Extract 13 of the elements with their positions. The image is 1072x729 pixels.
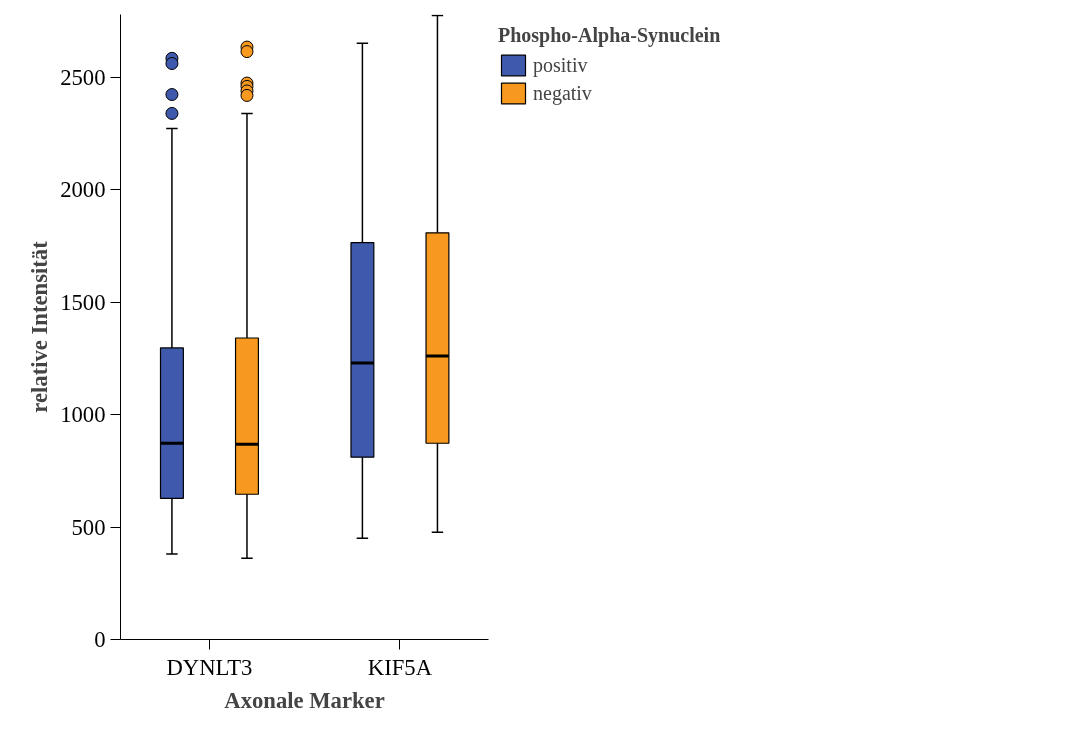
legend-label: positiv [533, 53, 588, 77]
y-axis-title: relative Intensität [27, 240, 53, 413]
x-tick-label: KIF5A [367, 654, 433, 680]
y-tick-label: 2500 [60, 64, 106, 90]
y-tick-label: 500 [71, 514, 106, 540]
y-tick-label: 2000 [60, 177, 106, 203]
x-tick-label: DYNLT3 [166, 654, 253, 680]
y-tick-label: 0 [94, 627, 106, 652]
legend-title: Phospho-Alpha-Synuclein [498, 24, 721, 47]
legend-label: negativ [533, 81, 592, 105]
x-axis-title: Axonale Marker [224, 687, 385, 713]
y-tick-label: 1500 [60, 289, 106, 315]
y-tick-label: 1000 [60, 402, 106, 428]
